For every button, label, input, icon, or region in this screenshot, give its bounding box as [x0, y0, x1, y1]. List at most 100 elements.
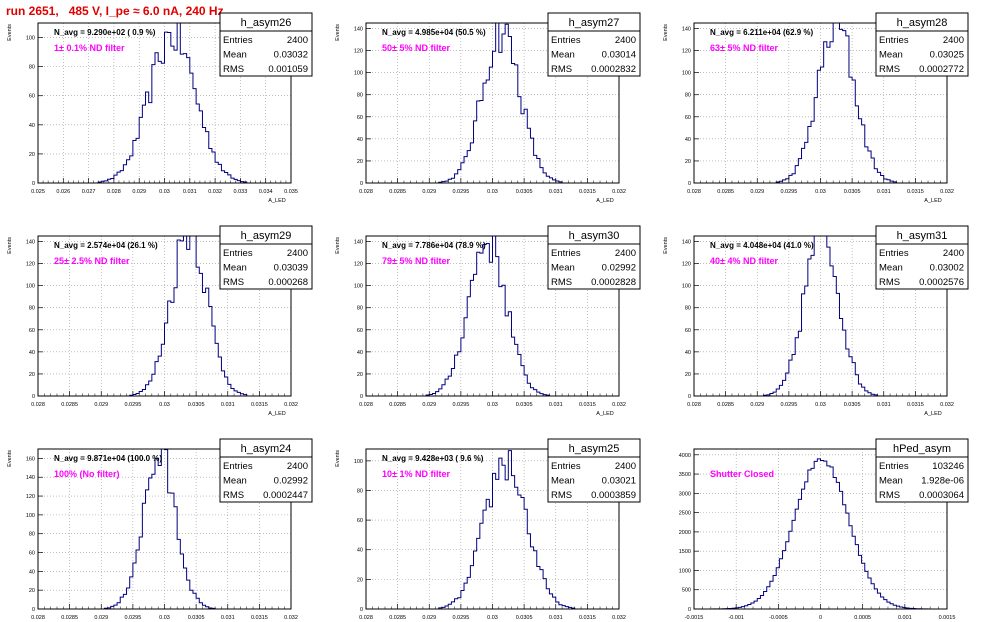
x-tick-label: 0.028 [359, 615, 373, 621]
y-tick-label: 3500 [679, 472, 691, 478]
stats-box: h_asym25 Entries 2400 Mean 0.03021 RMS 0.00038… [547, 438, 641, 503]
y-tick-label: 80 [29, 306, 35, 312]
histogram-name: h_asym24 [241, 443, 292, 455]
navg-label: N_avg = 4.985e+04 (50.5 %) [382, 28, 486, 37]
stat-label-entries: Entries [879, 35, 909, 46]
x-tick-label: 0.0285 [61, 402, 78, 408]
x-tick-label: 0.0305 [188, 402, 205, 408]
stat-label-mean: Mean [223, 476, 247, 487]
stats-box: hPed_asym Entries 103246 Mean 1.928e-06 RMS 0.… [875, 438, 969, 503]
histogram-panel-h_asym31: 0.028 0.0285 0.029 0.0295 0.03 0.0305 0.031 0.0… [663, 225, 969, 417]
x-tick-label: 0.0005 [854, 615, 871, 621]
histogram-panel-h_asym30: 0.028 0.0285 0.029 0.0295 0.03 0.0305 0.031 0.0… [335, 225, 641, 417]
navg-label: N_avg = 9.290e+02 ( 0.9 %) [54, 28, 156, 37]
stat-value-entries: 2400 [615, 461, 636, 472]
stat-label-entries: Entries [879, 461, 909, 472]
x-tick-label: 0.027 [82, 189, 96, 195]
x-tick-label: 0.032 [612, 189, 626, 195]
y-tick-label: 20 [29, 372, 35, 378]
x-tick-label: 0.0295 [452, 402, 469, 408]
stat-value-rms: 0.0003064 [919, 490, 964, 501]
x-tick-label: 0.026 [56, 189, 70, 195]
y-axis-label: Events [7, 24, 13, 41]
y-tick-label: 60 [29, 551, 35, 557]
x-tick-label: -0.001 [728, 615, 744, 621]
histogram-panel-hPed_asym: -0.0015 -0.001 -0.0005 0 0.0005 0.001 0.0015 0 5… [679, 438, 969, 621]
x-tick-label: 0.029 [422, 615, 436, 621]
histogram-panel-h_asym24: 0.028 0.0285 0.029 0.0295 0.03 0.0305 0.031 0.0… [7, 438, 313, 621]
x-tick-label: 0.0285 [717, 402, 734, 408]
y-tick-label: 40 [29, 350, 35, 356]
x-tick-label: 0.032 [612, 615, 626, 621]
x-tick-label: 0.028 [687, 402, 701, 408]
stat-value-entries: 2400 [943, 248, 964, 259]
x-tick-label: 0.032 [940, 402, 954, 408]
stats-box: h_asym26 Entries 2400 Mean 0.03032 RMS 0.00105… [219, 12, 313, 77]
stats-body-box [219, 243, 313, 290]
y-tick-label: 0 [32, 394, 35, 400]
y-tick-label: 120 [682, 49, 691, 55]
x-tick-label: 0.031 [549, 615, 563, 621]
stats-box: h_asym29 Entries 2400 Mean 0.03039 RMS 0.00026… [219, 225, 313, 290]
histogram-name: h_asym25 [569, 443, 620, 455]
y-tick-label: 1000 [679, 568, 691, 574]
y-tick-label: 2500 [679, 511, 691, 517]
y-tick-label: 80 [685, 93, 691, 99]
filter-label: 63± 5% ND filter [710, 43, 778, 53]
stat-value-mean: 0.02992 [602, 263, 636, 274]
y-tick-label: 140 [354, 27, 363, 33]
filter-label: 1± 0.1% ND filter [54, 43, 125, 53]
x-tick-label: 0.035 [284, 189, 298, 195]
stat-value-mean: 1.928e-06 [921, 476, 964, 487]
stat-value-entries: 2400 [943, 35, 964, 46]
stat-label-entries: Entries [223, 248, 253, 259]
y-tick-label: 100 [26, 284, 35, 290]
stat-label-mean: Mean [223, 50, 247, 61]
stat-value-mean: 0.03025 [930, 50, 964, 61]
x-tick-label: 0.0285 [389, 402, 406, 408]
y-tick-label: 140 [26, 240, 35, 246]
x-tick-label: 0.0315 [579, 615, 596, 621]
y-tick-label: 80 [357, 488, 363, 494]
stat-label-rms: RMS [223, 277, 244, 288]
histogram-line [38, 22, 291, 184]
y-tick-label: 140 [26, 475, 35, 481]
x-tick-label: 0.0315 [579, 189, 596, 195]
stat-label-mean: Mean [551, 263, 575, 274]
stat-label-entries: Entries [551, 461, 581, 472]
y-tick-label: 20 [685, 372, 691, 378]
stat-value-entries: 2400 [615, 35, 636, 46]
x-axis-label: A_LED [596, 198, 613, 204]
x-tick-label: 0.028 [31, 402, 45, 408]
histogram-panel-h_asym29: 0.028 0.0285 0.029 0.0295 0.03 0.0305 0.031 0.0… [7, 225, 313, 417]
stat-label-entries: Entries [223, 461, 253, 472]
x-tick-label: 0.0295 [124, 615, 141, 621]
stat-label-mean: Mean [551, 50, 575, 61]
x-tick-label: 0.03 [487, 189, 498, 195]
y-tick-label: 60 [357, 328, 363, 334]
x-tick-label: 0.028 [359, 402, 373, 408]
x-tick-label: 0.0285 [61, 615, 78, 621]
x-tick-label: 0.0305 [516, 615, 533, 621]
x-tick-label: 0.028 [107, 189, 121, 195]
y-tick-label: 20 [29, 588, 35, 594]
y-tick-label: 0 [360, 607, 363, 613]
y-axis-label: Events [663, 24, 669, 41]
stat-label-rms: RMS [223, 64, 244, 75]
stat-value-rms: 0.0002828 [591, 277, 636, 288]
y-tick-label: 160 [26, 456, 35, 462]
histogram-panel-h_asym27: 0.028 0.0285 0.029 0.0295 0.03 0.0305 0.031 0.0… [335, 12, 641, 204]
stat-label-mean: Mean [223, 263, 247, 274]
stat-label-rms: RMS [879, 277, 900, 288]
x-tick-label: 0.0295 [780, 402, 797, 408]
stat-label-rms: RMS [879, 64, 900, 75]
stat-label-mean: Mean [879, 263, 903, 274]
stats-box: h_asym30 Entries 2400 Mean 0.02992 RMS 0.00028… [547, 225, 641, 290]
x-tick-label: 0.0305 [844, 189, 861, 195]
x-tick-label: 0.0315 [907, 189, 924, 195]
y-tick-label: 100 [354, 71, 363, 77]
filter-label: 50± 5% ND filter [382, 43, 450, 53]
y-tick-label: 120 [26, 262, 35, 268]
histogram-name: hPed_asym [893, 443, 951, 455]
x-tick-label: 0.032 [284, 615, 298, 621]
